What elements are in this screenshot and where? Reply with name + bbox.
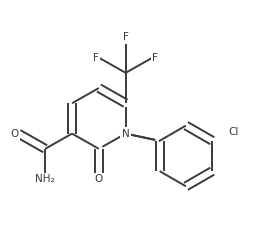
Text: F: F xyxy=(93,53,99,63)
Text: F: F xyxy=(123,32,128,42)
Text: Cl: Cl xyxy=(228,127,238,137)
Text: O: O xyxy=(10,129,18,139)
Text: F: F xyxy=(152,53,158,63)
Text: O: O xyxy=(95,174,103,184)
Text: N: N xyxy=(122,129,130,139)
Text: NH₂: NH₂ xyxy=(35,174,55,184)
